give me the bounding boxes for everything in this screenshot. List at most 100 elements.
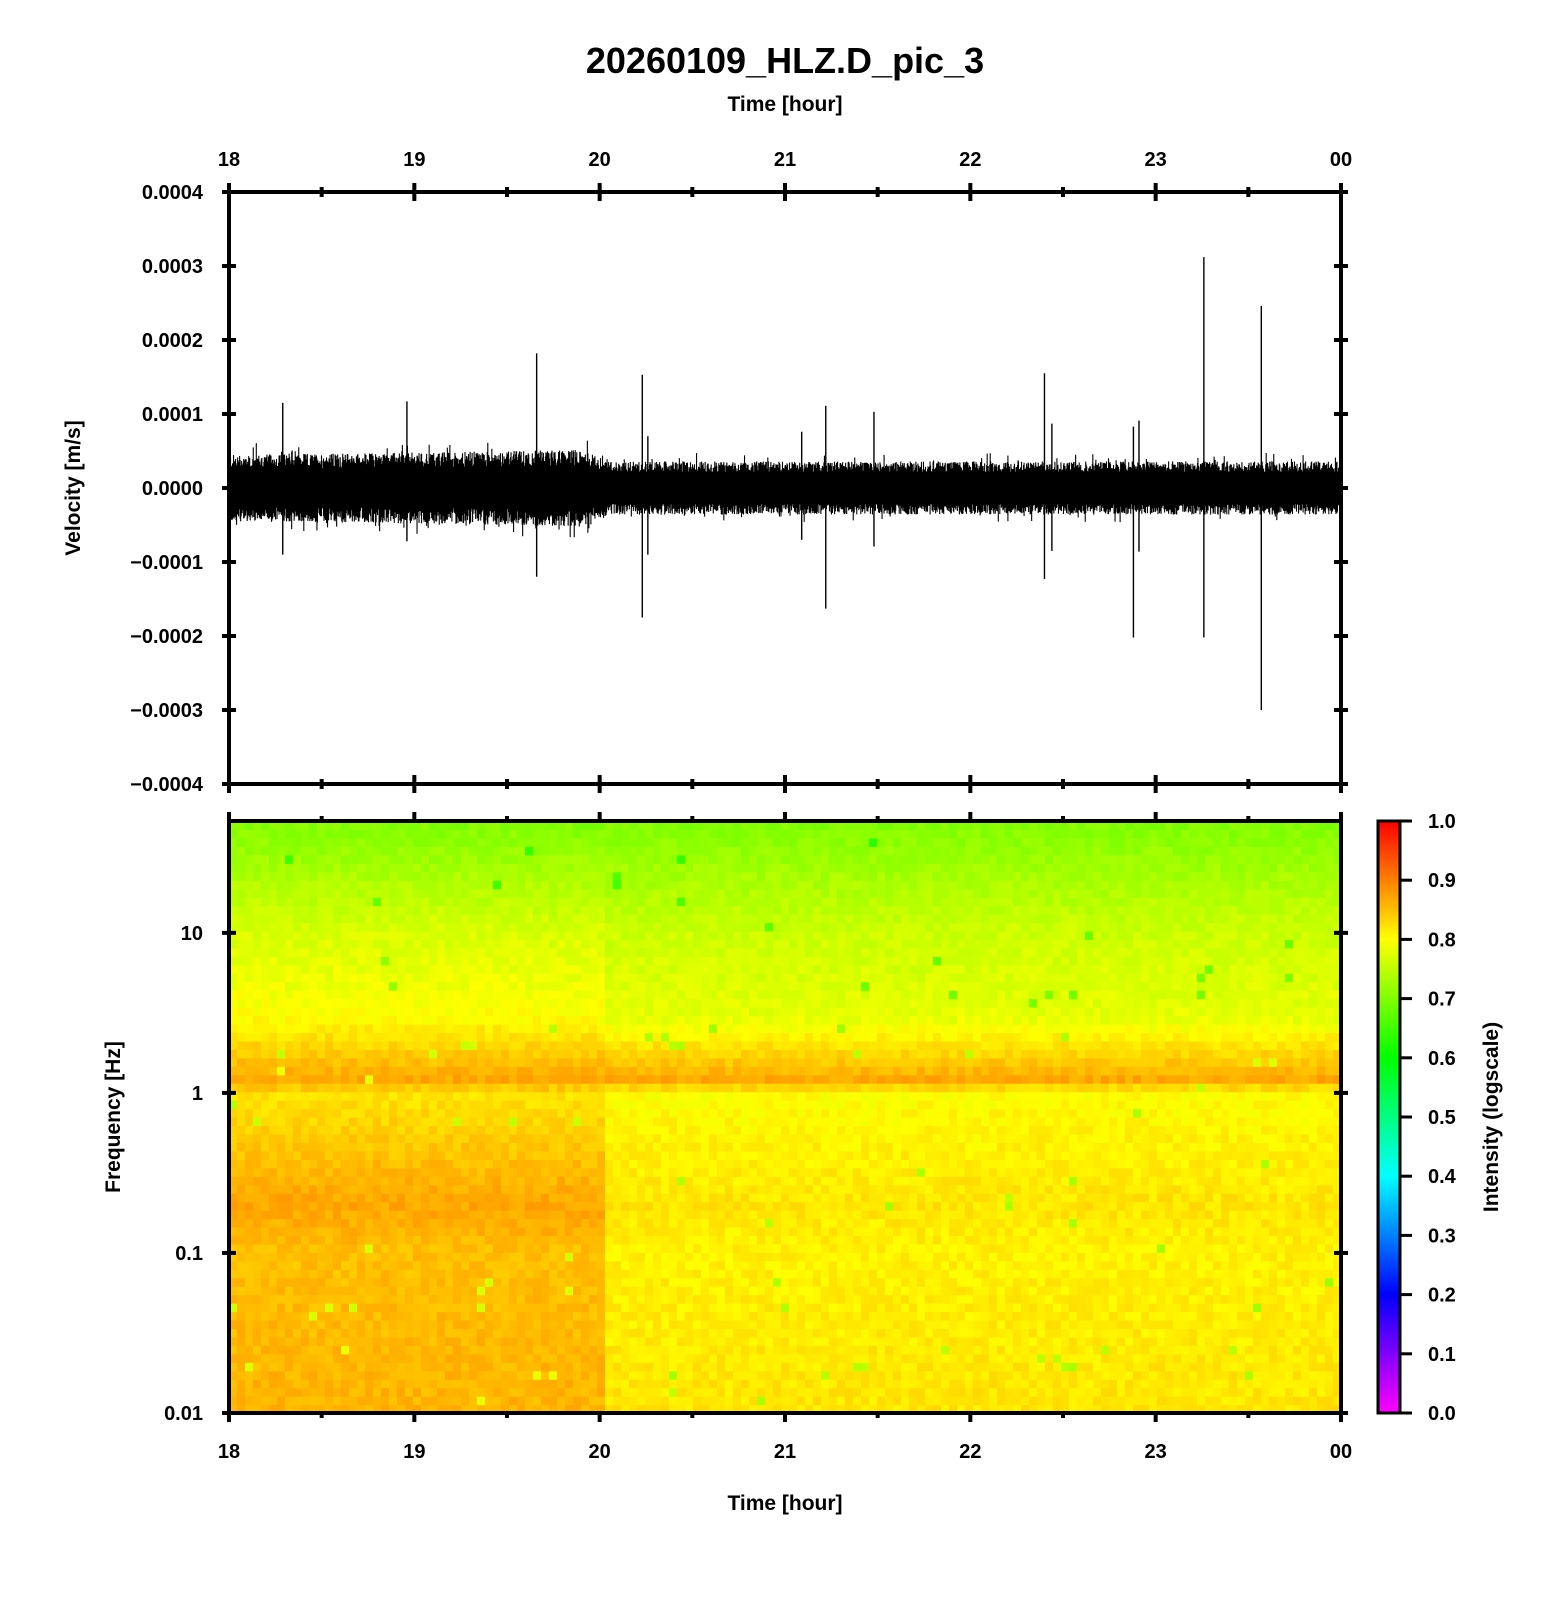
spectrogram-cell (509, 1125, 518, 1135)
spectrogram-cell (245, 1159, 254, 1169)
spectrogram-cell (333, 1269, 342, 1279)
spectrogram-cell (1237, 1303, 1246, 1313)
spectrogram-cell (1173, 1370, 1182, 1380)
spectrogram-cell (973, 1176, 982, 1186)
spectrogram-cell (317, 1252, 326, 1262)
spectrogram-cell (229, 1260, 238, 1270)
spectrogram-cell (453, 1176, 462, 1186)
spectrogram-cell (1277, 1150, 1286, 1160)
spectrogram-cell (557, 1210, 566, 1220)
spectrogram-cell (413, 1303, 422, 1313)
spectrogram-cell (237, 1210, 246, 1220)
spectrogram-cell (1029, 1277, 1038, 1287)
spectrogram-cell (933, 1387, 942, 1397)
spectrogram-cell (653, 1210, 662, 1220)
spectrogram-cell (589, 1370, 598, 1380)
spectrogram-cell (1037, 1311, 1046, 1321)
spectrogram-cell (285, 1319, 294, 1330)
spectrogram-cell (1285, 1336, 1294, 1346)
spectrogram-cell (901, 1243, 910, 1253)
spectrogram-cell (1133, 1125, 1142, 1135)
spectrogram-cell (301, 1387, 310, 1397)
spectrogram-cell (701, 1353, 710, 1363)
spectrogram-cell (301, 1345, 310, 1355)
spectrogram-cell (477, 1328, 486, 1338)
spectrogram-cell (597, 1362, 606, 1372)
spectrogram-cell (237, 1235, 246, 1245)
spectrogram-cell (1077, 1328, 1086, 1338)
spectrogram-cell (525, 1294, 534, 1304)
spectrogram-cell (597, 1167, 606, 1177)
spectrogram-cell (421, 1303, 430, 1313)
spectrogram-cell (1061, 1286, 1070, 1296)
spectrogram-cell (645, 1336, 654, 1346)
spectrogram-cell (325, 1201, 334, 1211)
spectrogram-cell (1021, 1303, 1030, 1313)
spectrogram-cell (717, 1362, 726, 1372)
spectrogram-cell (477, 1184, 486, 1194)
spectrogram-cell (1333, 1125, 1342, 1135)
spectrogram-cell (925, 1235, 934, 1245)
spectrogram-cell (525, 1125, 534, 1135)
spectrogram-cell (725, 1184, 734, 1194)
spectrogram-cell (1309, 1396, 1318, 1406)
spectrogram-cell (885, 1269, 894, 1279)
spectrogram-cell (581, 1311, 590, 1321)
spectrogram-cell (1173, 1150, 1182, 1160)
spectrogram-cell (749, 1277, 758, 1287)
spectrogram-cell (1037, 1336, 1046, 1346)
spectrogram-cell (1197, 1336, 1206, 1346)
spectrogram-cell (1301, 1286, 1310, 1296)
spectrogram-cell (813, 1345, 822, 1355)
spectrogram-cell (949, 1218, 958, 1228)
spectrogram-cell (525, 1370, 534, 1380)
spectrogram-cell (829, 1142, 838, 1152)
spectrogram-cell (1117, 1184, 1126, 1194)
spectrogram-cell (589, 1193, 598, 1203)
spectrogram-cell (461, 1243, 470, 1253)
spectrogram-cell (1237, 1117, 1246, 1127)
spectrogram-cell (1061, 1176, 1070, 1186)
spectrogram-cell (693, 1362, 702, 1372)
spectrogram-cell (1085, 1125, 1094, 1135)
spectrogram-cell (397, 1210, 406, 1220)
spectrogram-cell (573, 1176, 582, 1186)
spectrogram-cell (829, 1159, 838, 1169)
spectrogram-cell (877, 1176, 886, 1186)
spectrogram-cell (1101, 1184, 1110, 1194)
spectrogram-cell (229, 1277, 238, 1287)
spectrogram-cell (1117, 1125, 1126, 1135)
spectrogram-cell (861, 1125, 870, 1135)
spectrogram-cell (245, 1345, 254, 1355)
spectrogram-cell (1141, 1328, 1150, 1338)
spectrogram-cell (1085, 1235, 1094, 1245)
spectrogram-cell (293, 1353, 302, 1363)
spectrogram-cell (653, 1319, 662, 1330)
spectrogram-cell (445, 1184, 454, 1194)
spectrogram-cell (853, 1210, 862, 1220)
spectrogram-cell (789, 1193, 798, 1203)
spectrogram-cell (621, 1218, 630, 1228)
spectrogram-cell (765, 1345, 774, 1355)
spectrogram-cell (301, 1193, 310, 1203)
spectrogram-cell (1085, 1294, 1094, 1304)
spectrogram-cell (893, 1125, 902, 1135)
spectrogram-cell (477, 1311, 486, 1321)
spectrogram-cell (1245, 1362, 1254, 1372)
spectrogram-cell (1213, 1336, 1222, 1346)
spectrogram-cell (925, 1193, 934, 1203)
spectrogram-cell (741, 1387, 750, 1397)
spectrogram-cell (349, 1193, 358, 1203)
spectrogram-cell (909, 1345, 918, 1355)
spectrogram-cell (1197, 1370, 1206, 1380)
spectrogram-cell (277, 1303, 286, 1313)
spectrogram-cell (525, 1150, 534, 1160)
spectrogram-cell (1293, 1201, 1302, 1211)
spectrogram-cell (901, 1142, 910, 1152)
spectrogram-cell (933, 1184, 942, 1194)
spectrogram-cell (901, 1303, 910, 1313)
spectrogram-cell (477, 1387, 486, 1397)
spectrogram-cell (861, 1201, 870, 1211)
spectrogram-cell (1125, 1277, 1134, 1287)
spectrogram-cell (901, 1235, 910, 1245)
